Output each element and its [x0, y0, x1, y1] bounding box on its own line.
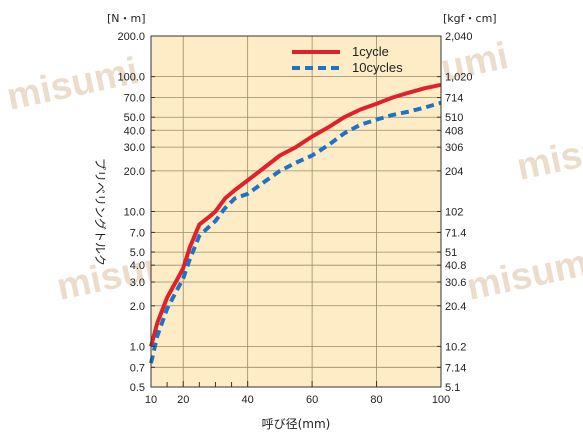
y-left-tick-label: 100.0: [117, 72, 145, 84]
y-left-tick-label: 70.0: [124, 93, 145, 105]
x-tick-label: 80: [370, 394, 382, 406]
y-axis-label: プリベリングトルク: [93, 158, 107, 266]
y-left-tick-label: 0.5: [130, 382, 145, 394]
y-left-tick-labels: 200.0 100.0 70.0 50.040.0 30.0 20.0 10.0 7.0 5.0…: [117, 31, 145, 394]
x-axis-label: 呼び径(mm): [262, 417, 331, 431]
x-tick-labels: 10 20 40 60 80 100: [145, 394, 450, 406]
watermark-text: misumi: [513, 120, 583, 189]
y-right-tick-label: 51: [445, 247, 457, 259]
y-left-tick-label: 7.0: [130, 227, 145, 239]
grid-lines: [151, 36, 441, 387]
y-left-tick-label: 0.7: [130, 362, 145, 374]
y-left-tick-label: 4.0: [130, 260, 145, 272]
y-left-tick-label: 20.0: [124, 166, 145, 178]
x-tick-label: 10: [145, 394, 157, 406]
y-left-tick-label: 2.0: [130, 301, 145, 313]
y-right-tick-label: 7.14: [445, 362, 466, 374]
y-right-tick-label: 408: [445, 125, 463, 137]
y-left-unit: [N・m]: [107, 12, 146, 25]
x-tick-label: 100: [432, 394, 450, 406]
y-right-tick-label: 40.8: [445, 260, 466, 272]
watermark-text: misumi: [463, 240, 583, 309]
y-right-tick-label: 1,020: [445, 72, 473, 84]
x-tick-label: 60: [306, 394, 318, 406]
y-right-tick-label: 306: [445, 142, 463, 154]
y-left-tick-label: 3.0: [130, 277, 145, 289]
tick-marks: [150, 35, 442, 388]
legend-label-10cycles: 10cycles: [352, 60, 403, 75]
x-tick-label: 40: [242, 394, 254, 406]
legend-label-1cycle: 1cycle: [352, 44, 389, 59]
watermark-text: misumi: [3, 50, 142, 119]
y-right-tick-label: 20.4: [445, 301, 466, 313]
y-left-tick-label: 1.0: [130, 341, 145, 353]
y-right-tick-label: 10.2: [445, 341, 466, 353]
series-line-10cycles: [149, 100, 442, 364]
y-right-tick-label: 5.1: [445, 382, 460, 394]
y-right-tick-label: 30.6: [445, 277, 466, 289]
series-layer: [149, 82, 442, 364]
y-left-tick-label: 5.0: [130, 247, 145, 259]
legend: 1cycle 10cycles: [292, 44, 403, 75]
y-right-tick-label: 102: [445, 207, 463, 219]
y-right-unit: [kgf・cm]: [443, 12, 497, 25]
y-left-tick-label: 30.0: [124, 142, 145, 154]
y-left-tick-label: 50.0: [124, 112, 145, 124]
x-tick-label: 20: [177, 394, 189, 406]
y-right-tick-label: 510: [445, 112, 463, 124]
y-right-tick-label: 71.4: [445, 227, 466, 239]
y-left-tick-label: 40.0: [124, 125, 145, 137]
y-right-tick-label: 2,040: [445, 31, 473, 43]
series-line-1cycle: [149, 82, 442, 347]
y-left-tick-label: 10.0: [124, 207, 145, 219]
y-right-tick-label: 714: [445, 93, 463, 105]
y-left-tick-label: 200.0: [117, 31, 145, 43]
y-right-tick-label: 204: [445, 166, 463, 178]
